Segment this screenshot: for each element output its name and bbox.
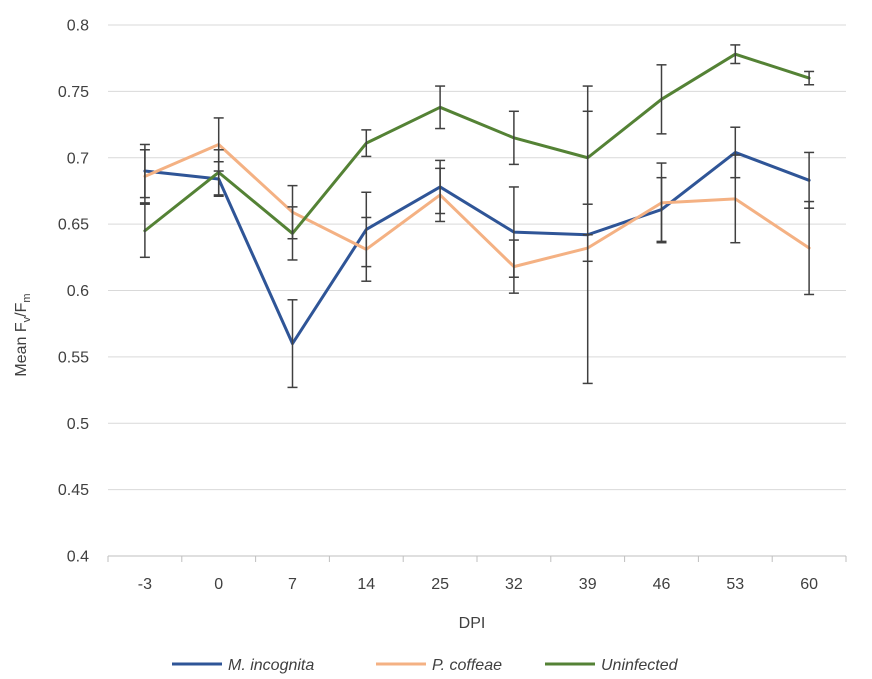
y-tick-label: 0.75: [58, 84, 89, 101]
error-bar: [435, 85, 446, 130]
y-tick-label: 0.65: [58, 217, 89, 234]
error-bar: [287, 206, 298, 261]
x-tick-label: 39: [579, 576, 597, 593]
y-axis-title: Mean Fv/Fm: [13, 293, 33, 376]
error-bar: [582, 233, 593, 263]
legend: M. incognita P. coffeae Uninfected: [172, 657, 679, 674]
x-tick-label: 7: [288, 576, 297, 593]
y-tick-label: 0.45: [58, 482, 89, 499]
x-tick-label: 25: [431, 576, 449, 593]
legend-label: M. incognita: [228, 657, 314, 674]
tick-labels: 0.4 0.45 0.5 0.55 0.6 0.65 0.7 0.75 0.8 -3 0 7 14 25 3…: [58, 18, 818, 594]
error-bar: [508, 110, 519, 166]
error-bar: [656, 64, 667, 135]
y-tick-label: 0.5: [67, 416, 89, 433]
error-bar: [508, 239, 519, 294]
x-tick-label: 14: [357, 576, 375, 593]
y-tick-label: 0.7: [67, 150, 89, 167]
legend-label: P. coffeae: [432, 657, 502, 674]
y-tick-label: 0.8: [67, 18, 89, 35]
error-bar: [804, 200, 815, 296]
x-tick-label: 32: [505, 576, 523, 593]
error-bar: [656, 162, 667, 244]
legend-item: M. incognita: [172, 657, 314, 674]
x-tick-label: -3: [138, 576, 152, 593]
legend-item: Uninfected: [545, 657, 679, 674]
error-bar: [139, 149, 150, 204]
y-tick-label: 0.4: [67, 549, 89, 566]
error-bar: [435, 167, 446, 223]
error-bars: [139, 44, 815, 389]
error-bar: [287, 299, 298, 389]
error-bar: [139, 203, 150, 259]
y-axis-title-sub2: m: [21, 293, 33, 302]
series-line: [143, 150, 811, 346]
x-tick-label: 0: [214, 576, 223, 593]
error-bar: [361, 129, 372, 158]
x-tick-label: 46: [653, 576, 671, 593]
error-bar: [582, 110, 593, 205]
legend-item: P. coffeae: [376, 657, 502, 674]
axes: [107, 555, 847, 562]
y-tick-label: 0.6: [67, 283, 89, 300]
error-bar: [730, 154, 741, 244]
error-bar: [730, 44, 741, 65]
error-bar: [804, 70, 815, 86]
error-bar: [361, 216, 372, 282]
series-line: [143, 52, 811, 235]
series: [143, 52, 811, 346]
y-axis-title-sub1: v: [21, 316, 33, 322]
error-bar: [213, 149, 224, 196]
legend-label: Uninfected: [601, 657, 679, 674]
x-axis-title: DPI: [459, 615, 486, 632]
x-tick-label: 60: [800, 576, 818, 593]
gridlines: [108, 24, 846, 491]
x-tick-label: 53: [726, 576, 744, 593]
series-line: [143, 142, 811, 269]
y-axis-title-mid: /F: [13, 302, 30, 316]
y-tick-label: 0.55: [58, 349, 89, 366]
y-axis-title-main: Mean F: [13, 322, 30, 376]
